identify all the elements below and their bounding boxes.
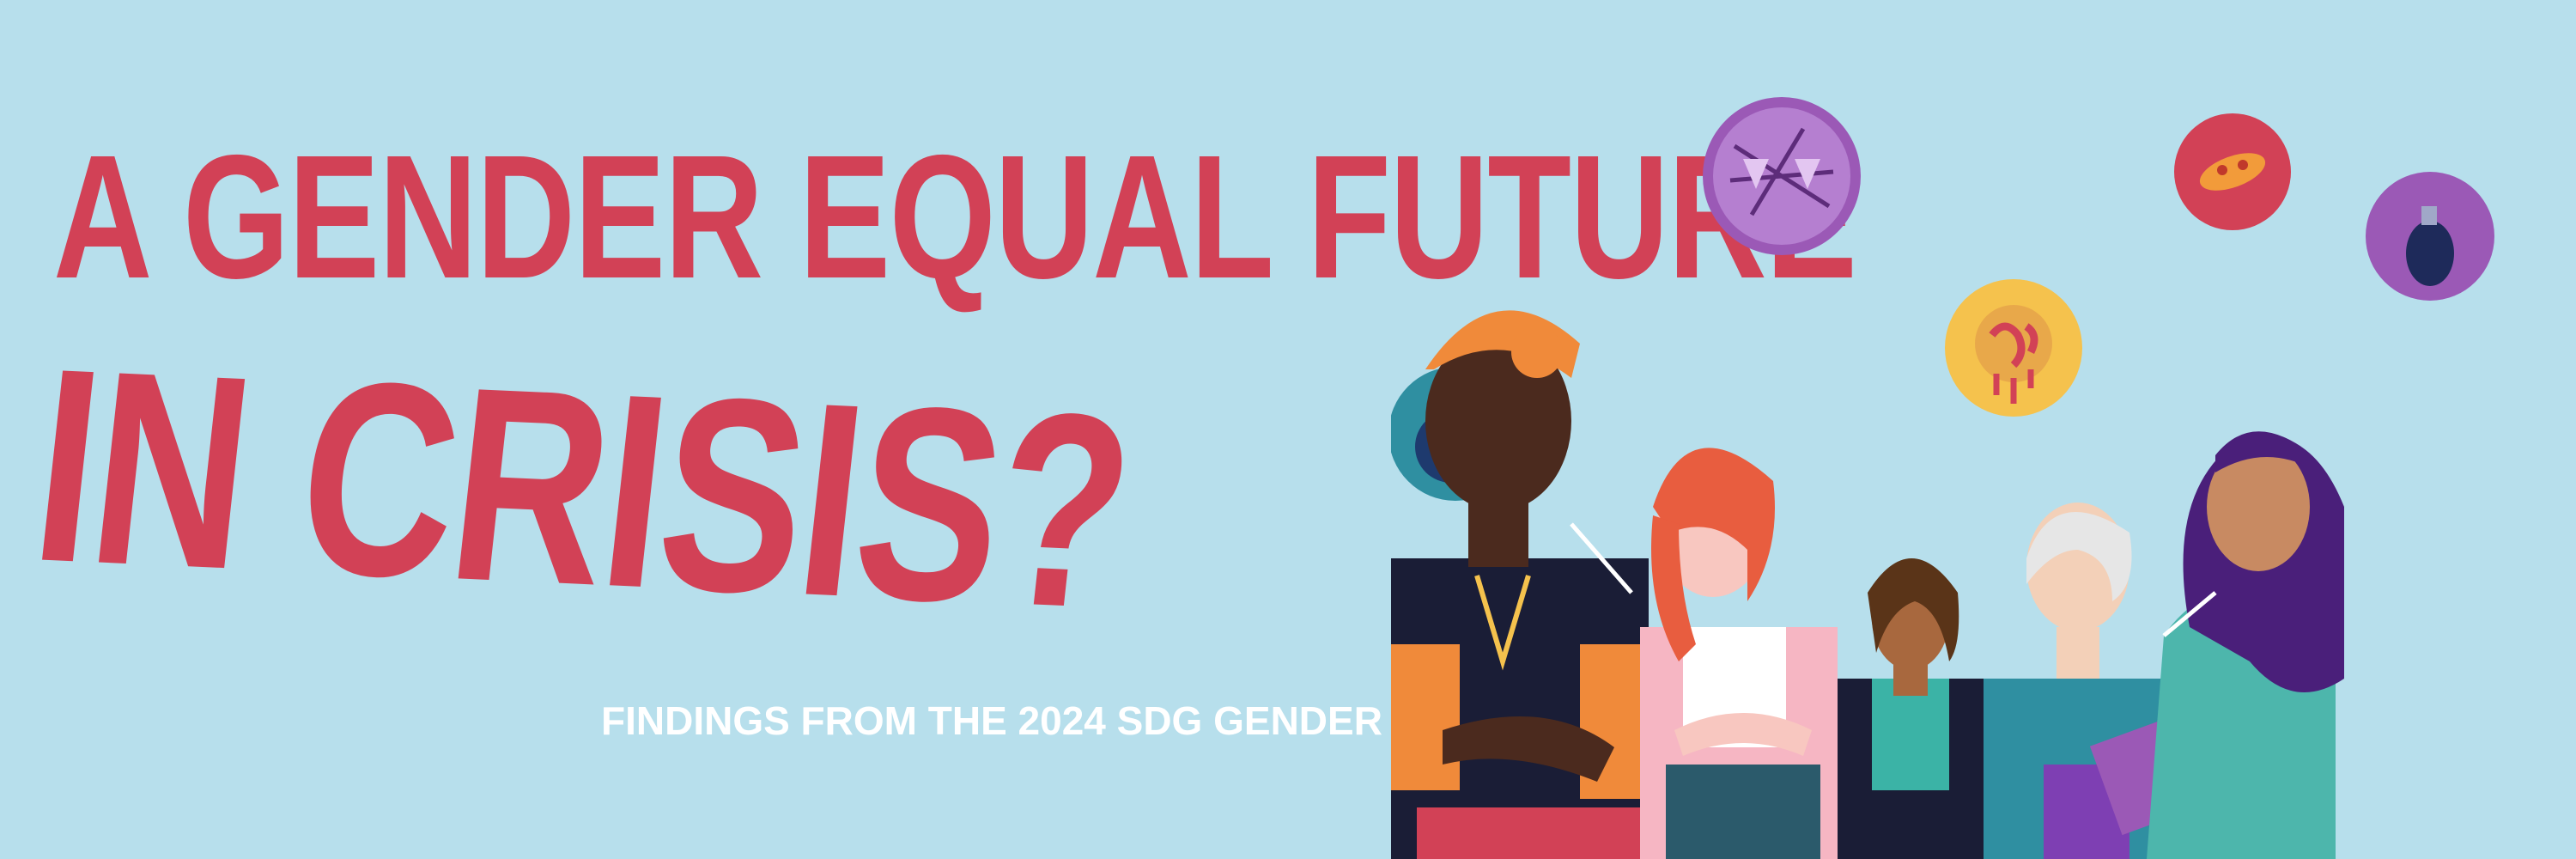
woman-white-hair (1984, 503, 2196, 859)
women-illustration (1391, 77, 2576, 859)
melting-globe-icon (1945, 279, 2082, 417)
woman-hijab (2147, 431, 2344, 859)
woman-headwrap (1391, 310, 1674, 859)
pizza-icon (2174, 113, 2291, 230)
broken-justice-scales-icon (1703, 97, 1861, 255)
headline-line1: A GENDER EQUAL FUTURE (53, 119, 1857, 315)
headline-line2: IN CRISIS? (21, 310, 1144, 667)
subtitle: FINDINGS FROM THE 2024 SDG GENDER INDEX (601, 698, 1515, 743)
woman-redhead (1640, 448, 1838, 859)
grenade-icon (2366, 172, 2494, 301)
woman-curly-hair (1838, 558, 1984, 859)
